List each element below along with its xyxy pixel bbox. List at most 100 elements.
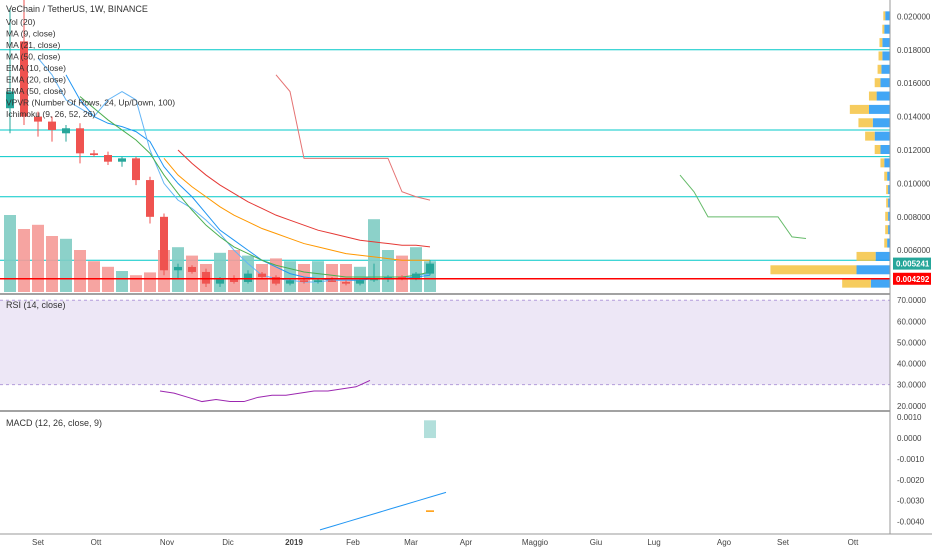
candle-body[interactable] — [160, 216, 168, 271]
vpvr-bar-down — [886, 185, 889, 195]
time-tick-label: Lug — [647, 538, 660, 547]
legend: VeChain / TetherUS, 1W, BINANCE Vol (20)… — [6, 4, 175, 119]
candle-body[interactable] — [412, 273, 420, 279]
volume-bar — [60, 238, 72, 292]
rsi-tick-label: 30.0000 — [897, 381, 926, 390]
time-tick-label: 2019 — [285, 538, 303, 547]
candle-body[interactable] — [90, 153, 98, 156]
vpvr-bar-up — [882, 51, 890, 61]
rsi-tick-label: 70.0000 — [897, 296, 926, 305]
rsi-tick-label: 50.0000 — [897, 338, 926, 347]
candle-body[interactable] — [230, 278, 238, 282]
vpvr-bar-down — [842, 278, 871, 288]
macd-histogram-bar — [424, 420, 436, 439]
indicator-legend-item: MA (9, close) — [6, 29, 56, 39]
candle-body[interactable] — [328, 280, 336, 282]
candle-body[interactable] — [188, 266, 196, 272]
rsi-tick-label: 60.0000 — [897, 317, 926, 326]
macd-tick-label: -0.0030 — [897, 497, 925, 506]
vpvr-bar-up — [888, 198, 890, 208]
candle-body[interactable] — [286, 280, 294, 284]
time-tick-label: Ott — [91, 538, 102, 547]
candle-body[interactable] — [118, 158, 126, 162]
candle-body[interactable] — [314, 280, 322, 282]
price-tick-label: 0.008000 — [897, 213, 931, 222]
candle-body[interactable] — [62, 128, 70, 134]
rsi-band — [0, 300, 890, 385]
candle-body[interactable] — [174, 266, 182, 271]
vpvr-bar-down — [885, 225, 889, 235]
indicator-line-ema_orange — [163, 158, 430, 261]
chart-title: VeChain / TetherUS, 1W, BINANCE — [6, 4, 148, 14]
vpvr-bar-down — [856, 251, 876, 261]
time-tick-label: Ott — [848, 538, 859, 547]
volume-bar — [186, 255, 198, 292]
candle-body[interactable] — [258, 273, 266, 277]
candle-body[interactable] — [356, 280, 364, 284]
time-tick-label: Set — [777, 538, 790, 547]
price-pane[interactable] — [0, 0, 890, 292]
rsi-line — [159, 379, 371, 403]
candle-body[interactable] — [244, 273, 252, 282]
candle-body[interactable] — [146, 180, 154, 217]
candle-body[interactable] — [272, 276, 280, 284]
candle-body[interactable] — [300, 280, 308, 282]
price-tick-label: 0.012000 — [897, 146, 931, 155]
candle-body[interactable] — [76, 128, 84, 154]
indicator-legend-item: MA (50, close) — [6, 52, 60, 62]
volume-bar — [396, 255, 408, 292]
time-tick-label: Ago — [717, 538, 732, 547]
vpvr-bar-up — [882, 38, 890, 48]
vpvr-bar-up — [887, 171, 890, 181]
time-tick-label: Giu — [590, 538, 602, 547]
candle-body[interactable] — [216, 278, 224, 284]
vpvr-bar-down — [880, 158, 885, 168]
candle-body[interactable] — [384, 276, 392, 279]
rsi-tick-label: 40.0000 — [897, 360, 926, 369]
macd-label: MACD (12, 26, close, 9) — [6, 418, 102, 428]
vpvr-bar-down — [878, 51, 883, 61]
volume-bar — [312, 261, 324, 292]
rsi-pane[interactable]: RSI (14, close) — [0, 299, 890, 403]
candle-body[interactable] — [104, 155, 112, 162]
indicator-line-ema_green — [79, 96, 431, 278]
macd-tick-label: -0.0020 — [897, 476, 925, 485]
volume-bar — [130, 275, 142, 292]
indicator-line-ema_red — [177, 149, 431, 248]
vpvr-bar-up — [880, 78, 890, 88]
volume-bar — [116, 271, 128, 292]
candle-body[interactable] — [34, 116, 42, 122]
candle-body[interactable] — [48, 121, 56, 130]
volume-bar — [382, 250, 394, 292]
rsi-label: RSI (14, close) — [6, 300, 66, 310]
vpvr-bar-down — [877, 64, 882, 74]
volume-bar — [284, 261, 296, 292]
time-tick-label: Set — [32, 538, 45, 547]
vpvr-bar-down — [884, 171, 888, 181]
level-price-text: 0.004292 — [896, 275, 930, 284]
current-price-badge — [893, 257, 931, 270]
candle-body[interactable] — [132, 158, 140, 181]
candle-body[interactable] — [6, 91, 14, 109]
vpvr-bar-down — [874, 78, 881, 88]
vpvr-bar-up — [888, 185, 890, 195]
macd-tick-label: -0.0010 — [897, 455, 925, 464]
candle-body[interactable] — [20, 41, 28, 117]
macd-pane[interactable]: MACD (12, 26, close, 9) — [6, 418, 447, 531]
candle-body[interactable] — [202, 271, 210, 284]
vpvr-bar-up — [868, 104, 890, 114]
vpvr-bar-down — [770, 265, 857, 275]
volume-bar — [340, 264, 352, 292]
rsi-tick-label: 20.0000 — [897, 402, 926, 411]
candle-body[interactable] — [426, 263, 434, 274]
price-tick-label: 0.020000 — [897, 12, 931, 21]
indicator-legend-item: Vol (20) — [6, 17, 35, 27]
vpvr-bar-up — [874, 131, 890, 141]
time-tick-label: Feb — [346, 538, 360, 547]
volume-bar — [74, 250, 86, 292]
candle-body[interactable] — [342, 281, 350, 284]
candle-body[interactable] — [398, 276, 406, 279]
